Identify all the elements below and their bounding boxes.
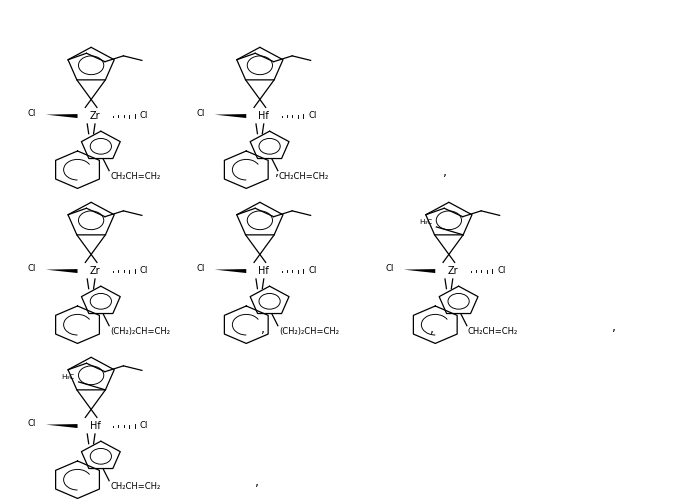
Text: H₃C: H₃C <box>61 374 75 380</box>
Text: Cl: Cl <box>140 266 148 275</box>
Text: Hf: Hf <box>259 110 269 120</box>
Text: ,: , <box>275 166 279 179</box>
Text: Cl: Cl <box>28 110 36 118</box>
Polygon shape <box>404 269 435 273</box>
Text: ,: , <box>443 166 448 179</box>
Text: Cl: Cl <box>308 266 317 275</box>
Polygon shape <box>46 114 78 118</box>
Text: Cl: Cl <box>497 266 506 275</box>
Text: Cl: Cl <box>28 420 36 428</box>
Text: Cl: Cl <box>196 264 205 274</box>
Text: ,: , <box>430 324 434 336</box>
Text: Cl: Cl <box>140 111 148 120</box>
Text: Hf: Hf <box>259 266 269 276</box>
Polygon shape <box>46 424 78 428</box>
Polygon shape <box>46 269 78 273</box>
Text: Cl: Cl <box>140 421 148 430</box>
Text: Cl: Cl <box>196 110 205 118</box>
Text: (CH₂)₂CH=CH₂: (CH₂)₂CH=CH₂ <box>279 327 339 336</box>
Text: Cl: Cl <box>308 111 317 120</box>
Text: CH₂CH=CH₂: CH₂CH=CH₂ <box>279 172 329 181</box>
Text: Zr: Zr <box>90 110 101 120</box>
Text: Cl: Cl <box>28 264 36 274</box>
Text: (CH₂)₂CH=CH₂: (CH₂)₂CH=CH₂ <box>110 327 170 336</box>
Polygon shape <box>215 269 246 273</box>
Text: H₃C: H₃C <box>419 219 433 225</box>
Text: Hf: Hf <box>90 420 101 430</box>
Text: CH₂CH=CH₂: CH₂CH=CH₂ <box>110 172 161 181</box>
Text: Zr: Zr <box>448 266 458 276</box>
Text: ,: , <box>261 324 265 336</box>
Text: ,: , <box>612 321 616 334</box>
Text: ,: , <box>254 476 259 489</box>
Polygon shape <box>215 114 246 118</box>
Text: Zr: Zr <box>90 266 101 276</box>
Text: CH₂CH=CH₂: CH₂CH=CH₂ <box>110 482 161 491</box>
Text: Cl: Cl <box>385 264 394 274</box>
Text: CH₂CH=CH₂: CH₂CH=CH₂ <box>468 327 518 336</box>
